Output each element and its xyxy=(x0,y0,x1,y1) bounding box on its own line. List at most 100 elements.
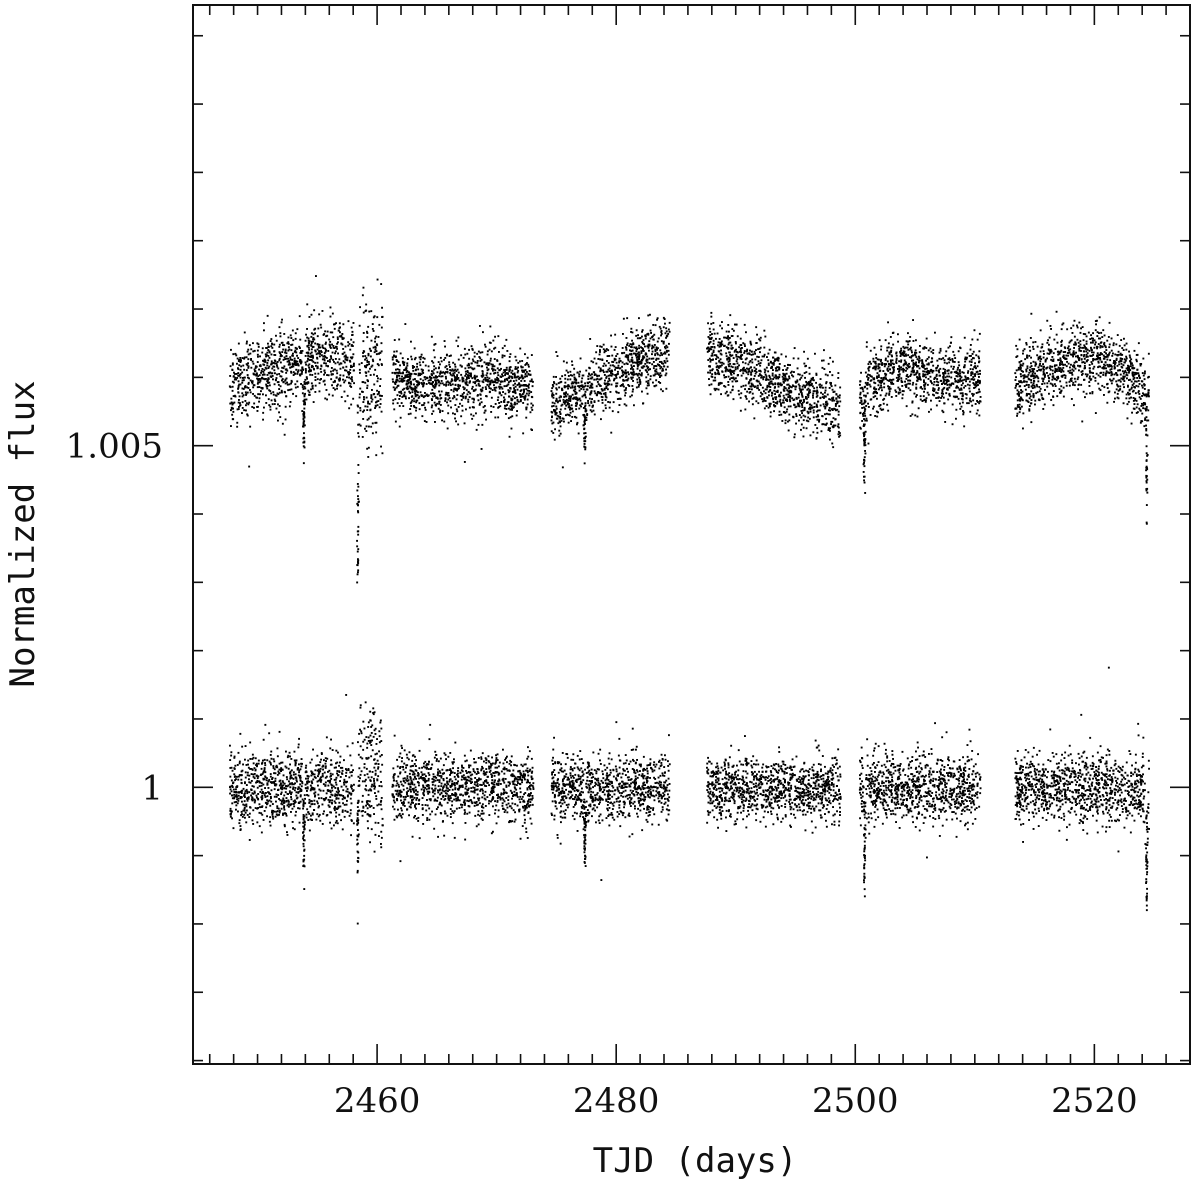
data-point xyxy=(568,403,570,405)
data-point xyxy=(314,342,317,345)
data-point xyxy=(958,388,961,391)
data-point xyxy=(324,350,327,353)
data-point xyxy=(876,377,878,379)
data-point xyxy=(472,360,475,363)
data-point xyxy=(892,383,895,385)
data-point xyxy=(458,379,461,382)
data-point xyxy=(254,373,256,376)
data-point xyxy=(941,409,944,412)
data-point xyxy=(711,369,713,372)
data-point xyxy=(323,354,326,357)
data-point xyxy=(486,362,489,365)
data-point xyxy=(925,347,928,349)
data-point xyxy=(551,422,554,425)
data-point xyxy=(418,402,421,405)
data-point xyxy=(327,374,330,377)
data-point xyxy=(296,385,299,388)
data-point xyxy=(615,361,618,364)
data-point xyxy=(550,390,553,392)
data-point xyxy=(800,388,803,391)
data-point xyxy=(421,415,424,418)
data-point xyxy=(457,371,460,374)
data-point xyxy=(369,415,372,418)
data-point xyxy=(412,378,415,381)
data-point xyxy=(638,355,641,358)
data-point xyxy=(254,367,257,369)
data-point xyxy=(875,410,878,413)
data-point xyxy=(571,364,574,366)
data-point xyxy=(918,361,920,364)
data-point xyxy=(350,357,353,360)
data-point xyxy=(818,420,820,423)
data-point xyxy=(370,350,372,352)
data-point xyxy=(780,402,782,405)
data-point xyxy=(372,346,375,349)
data-point xyxy=(287,389,290,392)
data-point xyxy=(654,354,657,357)
data-point xyxy=(829,409,831,412)
data-point xyxy=(620,375,623,378)
data-point xyxy=(414,395,417,398)
data-point xyxy=(825,381,828,383)
data-point xyxy=(567,384,570,387)
data-point xyxy=(507,383,510,386)
data-point xyxy=(237,401,240,404)
data-point xyxy=(795,397,798,400)
data-point xyxy=(490,387,492,390)
data-point xyxy=(632,368,634,371)
data-point xyxy=(979,400,981,403)
data-point xyxy=(414,390,416,393)
data-point xyxy=(919,378,922,381)
data-point xyxy=(276,364,278,367)
data-point xyxy=(239,383,242,386)
data-point xyxy=(739,357,742,360)
data-point xyxy=(665,344,668,347)
data-point xyxy=(472,414,475,417)
data-point xyxy=(956,375,959,378)
data-point xyxy=(599,358,602,361)
data-point xyxy=(622,383,624,386)
data-point xyxy=(446,427,449,430)
data-point xyxy=(918,372,921,375)
data-point xyxy=(757,374,760,377)
data-point xyxy=(708,384,711,387)
data-point xyxy=(295,395,298,398)
data-point xyxy=(486,350,489,353)
data-point xyxy=(799,391,802,393)
data-point xyxy=(440,375,443,378)
data-point xyxy=(231,380,234,383)
data-point xyxy=(809,408,812,411)
data-point xyxy=(888,386,891,388)
data-point xyxy=(786,367,789,369)
data-point xyxy=(892,331,895,334)
data-point xyxy=(900,379,903,382)
data-point xyxy=(825,403,827,406)
data-point xyxy=(900,360,902,363)
data-point xyxy=(561,387,563,390)
data-point xyxy=(837,423,840,426)
data-point xyxy=(284,358,287,360)
data-point xyxy=(292,363,295,366)
data-point xyxy=(439,363,441,366)
data-point xyxy=(923,370,926,373)
data-point xyxy=(486,379,489,382)
data-point xyxy=(555,399,558,401)
data-point xyxy=(301,367,304,370)
data-point xyxy=(449,382,452,385)
data-point xyxy=(465,378,468,381)
data-point xyxy=(341,343,344,346)
data-point xyxy=(823,405,826,408)
data-point xyxy=(509,353,512,356)
data-point xyxy=(394,387,397,390)
data-point xyxy=(401,378,404,381)
data-point xyxy=(563,385,566,387)
data-point xyxy=(738,393,741,396)
data-point xyxy=(972,393,975,396)
data-point xyxy=(656,363,659,366)
data-point xyxy=(245,342,248,345)
data-point xyxy=(378,390,380,393)
data-point xyxy=(630,358,633,361)
data-point xyxy=(596,345,599,347)
data-point xyxy=(336,338,339,340)
data-point xyxy=(958,364,961,367)
